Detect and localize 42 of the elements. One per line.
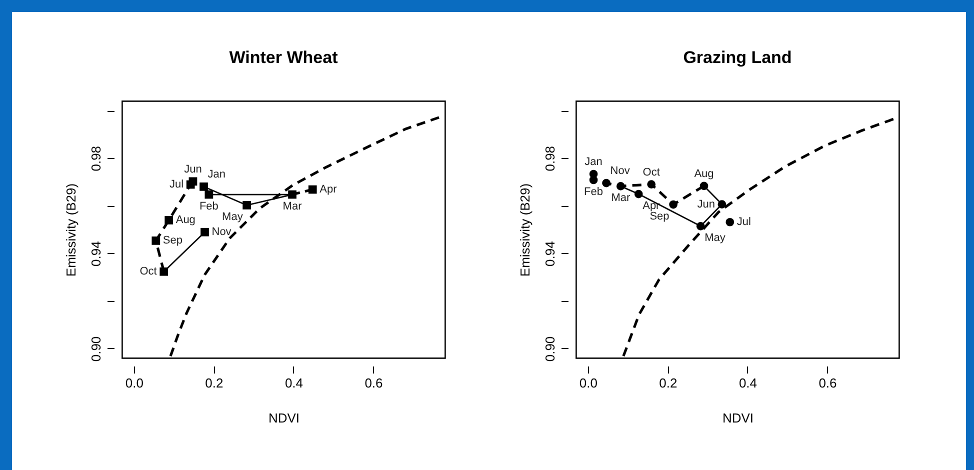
- data-label: Aug: [694, 168, 714, 180]
- data-label: Aug: [176, 214, 196, 226]
- data-label: Jul: [170, 178, 184, 191]
- data-label: Oct: [642, 166, 660, 178]
- chart-title: Winter Wheat: [229, 48, 338, 67]
- data-label: Apr: [320, 184, 338, 196]
- data-label: Jul: [736, 216, 751, 228]
- x-tick-label: 0.0: [125, 376, 144, 390]
- y-tick-label: 0.98: [88, 146, 104, 172]
- data-label: May: [704, 232, 726, 244]
- x-tick-label: 0.2: [659, 376, 678, 390]
- y-axis-title: Emissivity (B29): [518, 183, 532, 277]
- y-tick-label: 0.90: [542, 336, 558, 362]
- x-tick-label: 0.4: [284, 376, 304, 390]
- chart-title: Grazing Land: [683, 48, 792, 67]
- data-label: Sep: [162, 234, 182, 247]
- data-label: Nov: [212, 226, 232, 238]
- y-tick-label: 0.98: [542, 146, 558, 172]
- data-label: Jan: [208, 168, 226, 181]
- data-label: Mar: [282, 200, 302, 213]
- x-tick-label: 0.6: [364, 376, 383, 390]
- y-axis-title: Emissivity (B29): [64, 183, 78, 277]
- data-label: Feb: [199, 200, 218, 213]
- data-label: Mar: [611, 192, 630, 204]
- data-label: Jan: [584, 156, 602, 168]
- data-label: Feb: [584, 186, 604, 198]
- x-tick-label: 0.2: [205, 376, 224, 390]
- y-tick-label: 0.90: [88, 336, 104, 362]
- y-tick-label: 0.94: [88, 241, 104, 266]
- data-label: Jun: [697, 198, 715, 210]
- x-axis-title: NDVI: [722, 410, 754, 426]
- y-tick-label: 0.94: [542, 241, 558, 266]
- x-tick-label: 0.6: [818, 376, 837, 390]
- x-tick-label: 0.0: [579, 376, 598, 390]
- x-tick-label: 0.4: [738, 376, 758, 390]
- x-axis-title: NDVI: [268, 410, 300, 426]
- data-label: Jun: [184, 163, 202, 176]
- data-label: Apr: [642, 200, 660, 212]
- data-label: Sep: [650, 210, 670, 223]
- data-label: Nov: [610, 165, 630, 178]
- data-label: May: [222, 211, 244, 224]
- data-label: Oct: [140, 266, 157, 278]
